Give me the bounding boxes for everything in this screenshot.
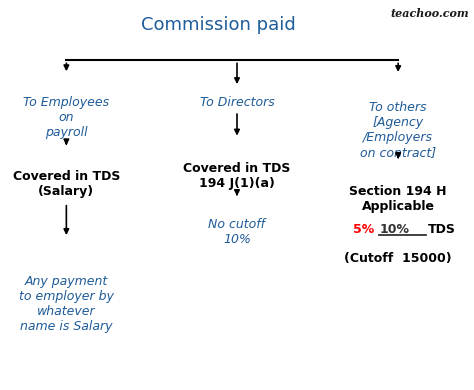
Text: No cutoff
10%: No cutoff 10%: [209, 218, 265, 246]
Text: To Employees
on
payroll: To Employees on payroll: [23, 96, 109, 138]
Text: Section 194 H
Applicable: Section 194 H Applicable: [349, 185, 447, 213]
Text: Any payment
to employer by
whatever
name is Salary: Any payment to employer by whatever name…: [19, 275, 114, 333]
Text: TDS: TDS: [428, 223, 456, 236]
Text: Commission paid: Commission paid: [141, 16, 295, 34]
Text: 5%: 5%: [353, 223, 374, 236]
Text: To Directors: To Directors: [200, 96, 274, 108]
Text: 10%: 10%: [379, 223, 409, 236]
Text: Covered in TDS
(Salary): Covered in TDS (Salary): [13, 170, 120, 198]
Text: Covered in TDS
194 J(1)(a): Covered in TDS 194 J(1)(a): [183, 162, 291, 190]
Text: teachoo.com: teachoo.com: [391, 8, 469, 19]
Text: (Cutoff  15000): (Cutoff 15000): [344, 252, 452, 264]
Text: To others
[Agency
/Employers
on contract]: To others [Agency /Employers on contract…: [360, 101, 436, 160]
